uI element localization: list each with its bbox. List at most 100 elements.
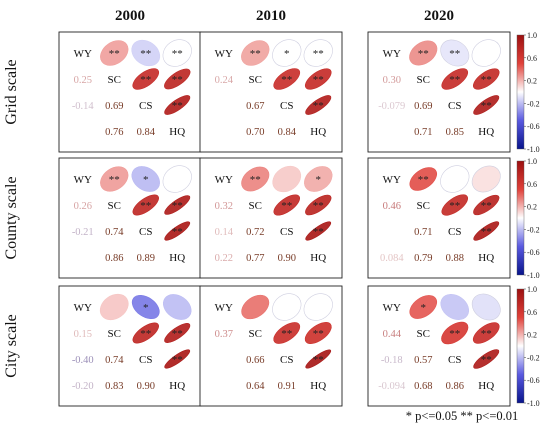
colorbar-tick-label: -1.0: [527, 399, 540, 408]
corr-value-SC-WY: 0.24: [215, 75, 234, 86]
colorbar-tick-label: -1.0: [527, 271, 540, 280]
sig-mark-WY-SC: **: [418, 174, 429, 186]
diag-label-WY: WY: [383, 302, 401, 314]
corr-ellipse-SC-CS: [132, 322, 159, 344]
diag-label-CS: CS: [139, 226, 152, 238]
colorbar-tick-label: 0.6: [527, 180, 537, 189]
corr-value-CS-SC: 0.72: [246, 227, 264, 238]
corr-ellipse-WY-SC: [99, 293, 129, 321]
diag-label-SC: SC: [417, 74, 430, 86]
corr-value-HQ-CS: 0.89: [137, 253, 155, 264]
sig-mark-SC-HQ: **: [172, 74, 183, 86]
diag-label-WY: WY: [383, 48, 401, 60]
panel-2-1: WY SC CS HQ ** ** ** 0.37 0.66 0.64 0.91: [199, 285, 343, 407]
corr-ellipse-WY-CS: [440, 165, 470, 193]
corr-value-HQ-CS: 0.90: [137, 381, 155, 392]
diag-label-SC: SC: [249, 200, 262, 212]
colorbar-gradient: [516, 34, 525, 150]
corr-ellipse-SC-CS: [132, 68, 160, 90]
corr-value-HQ-SC: 0.79: [414, 253, 432, 264]
corr-ellipse-SC-HQ: [164, 323, 191, 343]
panel-0-2: WY SC CS HQ ** ** ** ** ** 0.30 -0.079 0.69 0.71 0.85: [367, 31, 511, 153]
colorbar-tick-label: 0.6: [527, 54, 537, 63]
corr-ellipse-SC-HQ: [472, 68, 500, 90]
corr-ellipse-SC-CS: [441, 321, 469, 345]
diag-label-SC: SC: [249, 328, 262, 340]
corr-ellipse-SC-HQ: [304, 68, 332, 90]
sig-mark-CS-HQ: **: [172, 354, 183, 366]
sig-mark-WY-HQ: *: [316, 174, 322, 186]
sig-mark-SC-CS: **: [140, 200, 151, 212]
corr-ellipse-CS-HQ: [473, 349, 500, 369]
colorbar-tick-label: 1.0: [527, 157, 537, 166]
sig-mark-WY-SC: **: [418, 48, 429, 60]
colorbar-tick-label: 0.2: [527, 331, 537, 340]
diag-label-SC: SC: [108, 328, 121, 340]
corr-ellipse-CS-HQ: [305, 95, 332, 115]
corr-value-HQ-SC: 0.71: [414, 127, 432, 138]
corr-value-HQ-CS: 0.85: [446, 127, 464, 138]
sig-mark-CS-HQ: **: [313, 100, 324, 112]
corr-value-HQ-CS: 0.84: [137, 127, 156, 138]
sig-mark-WY-SC: *: [421, 302, 427, 314]
corr-ellipse-CS-HQ: [305, 349, 332, 369]
corr-ellipse-WY-CS: [440, 294, 470, 320]
diag-label-CS: CS: [448, 226, 461, 238]
sig-mark-SC-CS: **: [281, 328, 292, 340]
diag-label-HQ: HQ: [478, 126, 494, 138]
diag-label-SC: SC: [417, 200, 430, 212]
corr-value-HQ-SC: 0.64: [246, 381, 265, 392]
corr-ellipse-CS-HQ: [473, 221, 500, 241]
colorbar-tick-label: 0.2: [527, 77, 537, 86]
sig-mark-SC-CS: **: [449, 74, 460, 86]
sig-mark-SC-HQ: **: [313, 328, 324, 340]
sig-mark-WY-HQ: **: [172, 48, 183, 60]
corr-ellipse-SC-HQ: [164, 68, 191, 90]
sig-mark-WY-SC: **: [109, 174, 120, 186]
sig-mark-CS-HQ: **: [481, 354, 492, 366]
diag-label-CS: CS: [139, 100, 152, 112]
corr-ellipse-WY-HQ: [471, 293, 501, 321]
corr-value-HQ-CS: 0.86: [446, 381, 464, 392]
sig-mark-SC-HQ: **: [481, 74, 492, 86]
corr-value-CS-WY: -0.14: [72, 101, 95, 112]
sig-mark-WY-CS: *: [143, 174, 149, 186]
corr-ellipse-SC-HQ: [472, 322, 500, 344]
corr-ellipse-WY-SC: [409, 167, 438, 191]
corr-ellipse-SC-CS: [441, 194, 469, 216]
diag-label-CS: CS: [280, 100, 293, 112]
sig-mark-WY-CS: *: [284, 48, 290, 60]
diag-label-HQ: HQ: [169, 126, 185, 138]
corr-ellipse-SC-CS: [441, 68, 469, 90]
colorbar-tick-label: -0.2: [527, 99, 540, 108]
corr-value-HQ-SC: 0.68: [414, 381, 432, 392]
colorbar-tick-label: -1.0: [527, 145, 540, 154]
corr-ellipse-WY-CS: [131, 294, 160, 320]
corr-value-HQ-CS: 0.84: [278, 127, 297, 138]
corr-value-SC-WY: 0.15: [74, 329, 92, 340]
sig-mark-WY-HQ: **: [313, 48, 324, 60]
panel-1-2: WY SC CS HQ ** ** ** ** 0.46 0.084 0.71 0.79 0.88: [367, 157, 511, 279]
diag-label-CS: CS: [448, 354, 461, 366]
corr-value-HQ-WY: 0.084: [380, 253, 404, 264]
corr-value-CS-WY: -0.40: [72, 355, 94, 366]
sig-mark-SC-HQ: **: [313, 200, 324, 212]
corr-ellipse-SC-CS: [273, 322, 301, 344]
diag-label-SC: SC: [108, 74, 121, 86]
sig-mark-SC-CS: **: [281, 200, 292, 212]
diag-label-WY: WY: [215, 48, 233, 60]
colorbar-tick-label: 1.0: [527, 285, 537, 294]
corr-ellipse-WY-HQ: [471, 165, 501, 193]
colorbar-gradient: [516, 288, 525, 404]
colorbar-tick-label: -0.2: [527, 353, 540, 362]
sig-mark-SC-HQ: **: [481, 200, 492, 212]
corr-value-CS-SC: 0.69: [414, 101, 432, 112]
corr-value-CS-SC: 0.67: [246, 101, 264, 112]
colorbar-tick-label: -0.2: [527, 225, 540, 234]
corr-value-CS-WY: -0.18: [381, 355, 403, 366]
corr-ellipse-WY-HQ: [303, 39, 333, 67]
row-title-2: City scale: [3, 314, 20, 378]
